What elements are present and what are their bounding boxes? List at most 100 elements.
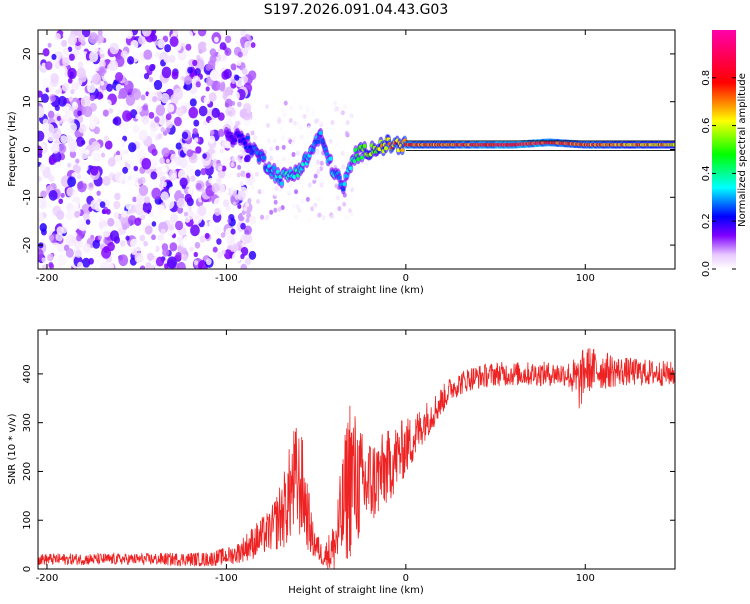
spectrogram-noise-cell bbox=[183, 211, 189, 217]
spectrogram-noise-cell bbox=[236, 172, 241, 178]
spectrogram-noise-cell bbox=[244, 40, 253, 51]
spectrogram-noise-cell bbox=[118, 173, 129, 185]
spectrogram-noise-cell bbox=[187, 188, 193, 194]
spectrogram-noise-cell bbox=[219, 49, 225, 56]
spectrogram-noise-cell bbox=[141, 157, 152, 170]
spectrogram-noise-cell bbox=[330, 214, 335, 220]
spectrogram-noise-cell bbox=[216, 252, 223, 260]
spectrogram-noise-cell bbox=[165, 113, 172, 121]
spectrogram-noise-cell bbox=[38, 248, 44, 261]
spectrogram-noise-cell bbox=[97, 235, 102, 241]
spectrogram-noise-cell bbox=[194, 241, 201, 249]
spectrogram-noise-cell bbox=[169, 36, 179, 47]
spectrogram-noise-cell bbox=[76, 67, 86, 79]
spectrogram-noise-cell bbox=[72, 101, 77, 107]
spectrogram-noise-cell bbox=[88, 32, 99, 44]
spectrogram-noise-cell bbox=[230, 63, 237, 71]
spectrogram-noise-cell bbox=[260, 214, 265, 220]
spectrogram-noise-cell bbox=[224, 35, 232, 44]
spectrogram-noise-cell bbox=[209, 119, 215, 126]
spectrogram-noise-cell bbox=[223, 249, 233, 260]
spectrogram-noise-cell bbox=[75, 158, 80, 164]
spectrogram-noise-cell bbox=[179, 177, 188, 188]
spectrogram-noise-cell bbox=[100, 80, 105, 86]
spectrogram-noise-cell bbox=[62, 32, 68, 38]
spectrogram-noise-cell bbox=[129, 69, 137, 79]
spectrogram-noise-cell bbox=[52, 127, 62, 140]
spectrogram-noise-cell bbox=[231, 157, 236, 163]
spectrogram-noise-cell bbox=[167, 103, 175, 113]
snr-series-line bbox=[38, 348, 675, 569]
spectrogram-noise-cell bbox=[48, 85, 54, 93]
spectrogram-noise-cell bbox=[151, 221, 157, 227]
spectrogram-noise-cell bbox=[347, 184, 352, 190]
spectrogram-noise-cell bbox=[171, 71, 179, 80]
spectrogram-noise-cell bbox=[83, 105, 93, 118]
spectrogram-noise-cell bbox=[213, 197, 224, 210]
colorbar-tick-label: 0.0 bbox=[701, 261, 712, 277]
spectrogram-noise-cell bbox=[342, 201, 347, 207]
spectrogram-noise-cell bbox=[319, 182, 324, 188]
spectrogram-marks bbox=[38, 30, 675, 269]
spectrogram-noise-cell bbox=[316, 196, 321, 202]
spectrogram-xtick-label: 100 bbox=[576, 273, 595, 284]
spectrogram-noise-cell bbox=[175, 106, 185, 118]
spectrogram-noise-cell bbox=[92, 73, 102, 86]
spectrogram-noise-cell bbox=[163, 263, 169, 269]
spectrogram-ridge-cell bbox=[352, 159, 357, 164]
spectrogram-noise-cell bbox=[137, 35, 146, 45]
spectrogram-noise-cell bbox=[123, 149, 129, 155]
spectrogram-noise-cell bbox=[61, 39, 68, 48]
spectrogram-noise-cell bbox=[156, 204, 166, 215]
spectrogram-noise-cell bbox=[165, 120, 173, 129]
spectrogram-noise-cell bbox=[199, 235, 206, 243]
spectrogram-noise-cell bbox=[231, 79, 236, 85]
spectrogram-noise-cell bbox=[318, 120, 323, 126]
spectrogram-noise-cell bbox=[38, 145, 43, 156]
spectrogram-noise-cell bbox=[347, 208, 352, 214]
spectrogram-noise-cell bbox=[48, 190, 58, 201]
spectrogram-noise-cell bbox=[204, 232, 210, 239]
spectrogram-noise-cell bbox=[61, 82, 70, 92]
spectrogram-noise-cell bbox=[143, 240, 148, 247]
spectrogram-noise-cell bbox=[148, 211, 154, 218]
spectrogram-ridge-cell bbox=[292, 175, 297, 180]
spectrogram-noise-cell bbox=[88, 257, 94, 265]
spectrogram-noise-cell bbox=[275, 145, 280, 151]
spectrogram-noise-cell bbox=[291, 152, 296, 158]
spectrogram-noise-cell bbox=[96, 34, 105, 44]
spectrogram-noise-cell bbox=[73, 30, 82, 37]
spectrogram-noise-cell bbox=[240, 30, 247, 37]
spectrogram-noise-cell bbox=[109, 42, 120, 55]
spectrogram-noise-cell bbox=[120, 122, 129, 133]
spectrogram-noise-cell bbox=[193, 251, 199, 258]
spectrogram-noise-cell bbox=[310, 169, 315, 175]
spectrogram-noise-cell bbox=[94, 47, 99, 53]
spectrogram-noise-cell bbox=[103, 72, 112, 82]
spectrogram-noise-cell bbox=[128, 129, 134, 136]
spectrogram-noise-cell bbox=[48, 174, 55, 183]
spectrogram-noise-cell bbox=[236, 60, 242, 66]
spectrogram-noise-cell bbox=[193, 260, 199, 266]
spectrogram-noise-cell bbox=[77, 61, 84, 69]
spectrogram-noise-cell bbox=[231, 243, 239, 252]
spectrogram-noise-cell bbox=[343, 216, 348, 222]
spectrogram-noise-cell bbox=[122, 166, 129, 174]
spectrogram-noise-cell bbox=[246, 108, 251, 114]
snr-xtick-label: 100 bbox=[576, 573, 595, 584]
colorbar-tick-label: 0.2 bbox=[701, 213, 712, 229]
spectrogram-noise-cell bbox=[154, 51, 161, 58]
spectrogram-noise-cell bbox=[50, 95, 56, 103]
spectrogram-noise-cell bbox=[146, 252, 154, 261]
spectrogram-noise-cell bbox=[219, 42, 227, 51]
spectrogram-noise-cell bbox=[174, 116, 182, 127]
spectrogram-noise-cell bbox=[313, 173, 318, 179]
spectrogram-noise-cell bbox=[82, 176, 89, 184]
spectrogram-ridge-cell bbox=[672, 142, 675, 147]
spectrogram-noise-cell bbox=[113, 136, 123, 148]
spectrogram-noise-cell bbox=[76, 234, 82, 242]
spectrogram-noise-cell bbox=[90, 199, 99, 210]
spectrogram-noise-cell bbox=[148, 76, 154, 83]
spectrogram-noise-cell bbox=[151, 122, 156, 129]
spectrogram-noise-cell bbox=[99, 201, 106, 209]
